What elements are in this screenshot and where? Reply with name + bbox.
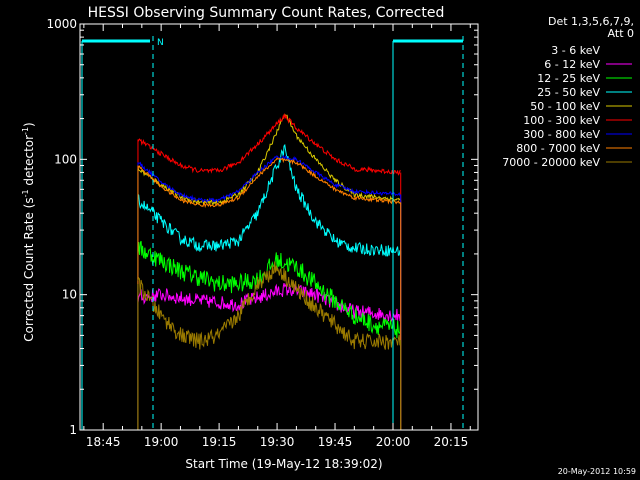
y-tick-label: 10 <box>62 288 77 302</box>
legend-item-label: 100 - 300 keV <box>523 114 600 127</box>
annotation-n-label: N <box>157 38 164 48</box>
y-axis-label: Corrected Count Rate (s-1 detector-1) <box>21 122 36 341</box>
y-tick-label: 1 <box>69 423 77 437</box>
chart-title: HESSI Observing Summary Count Rates, Cor… <box>88 5 445 21</box>
series-line-5 <box>137 112 401 176</box>
y-tick-label: 100 <box>54 152 77 166</box>
plot-frame <box>79 23 479 431</box>
legend-item-label: 800 - 7000 keV <box>516 142 600 155</box>
series-line-1 <box>137 282 402 323</box>
legend-item-label: 300 - 800 keV <box>523 128 600 141</box>
legend-header-line2: Att 0 <box>608 27 634 40</box>
legend-item-label: 12 - 25 keV <box>537 72 600 85</box>
series-line-2 <box>137 240 402 339</box>
series-line-6 <box>137 154 401 203</box>
x-tick-label: 19:30 <box>260 435 295 449</box>
series-line-4 <box>137 113 402 207</box>
legend-item-label: 6 - 12 keV <box>544 58 600 71</box>
series-line-8 <box>137 261 402 350</box>
legend-item-label: 25 - 50 keV <box>537 86 600 99</box>
x-tick-label: 18:45 <box>86 435 121 449</box>
x-tick-label: 19:45 <box>318 435 353 449</box>
x-tick-label: 19:00 <box>144 435 179 449</box>
x-axis-label: Start Time (19-May-12 18:39:02) <box>185 457 382 471</box>
legend-item-label: 7000 - 20000 keV <box>502 156 600 169</box>
legend-item-label: 3 - 6 keV <box>551 44 600 57</box>
datestamp: 20-May-2012 10:59 <box>558 467 636 476</box>
series-line-3 <box>137 143 402 257</box>
legend-header-line1: Det 1,3,5,6,7,9, <box>548 15 634 28</box>
series-line-0 <box>137 338 402 432</box>
x-tick-label: 20:00 <box>376 435 411 449</box>
y-tick-label: 1000 <box>46 17 77 31</box>
legend-item-label: 50 - 100 keV <box>530 100 600 113</box>
x-tick-label: 19:15 <box>202 435 237 449</box>
x-tick-label: 20:15 <box>434 435 469 449</box>
series-line-7 <box>137 156 402 209</box>
